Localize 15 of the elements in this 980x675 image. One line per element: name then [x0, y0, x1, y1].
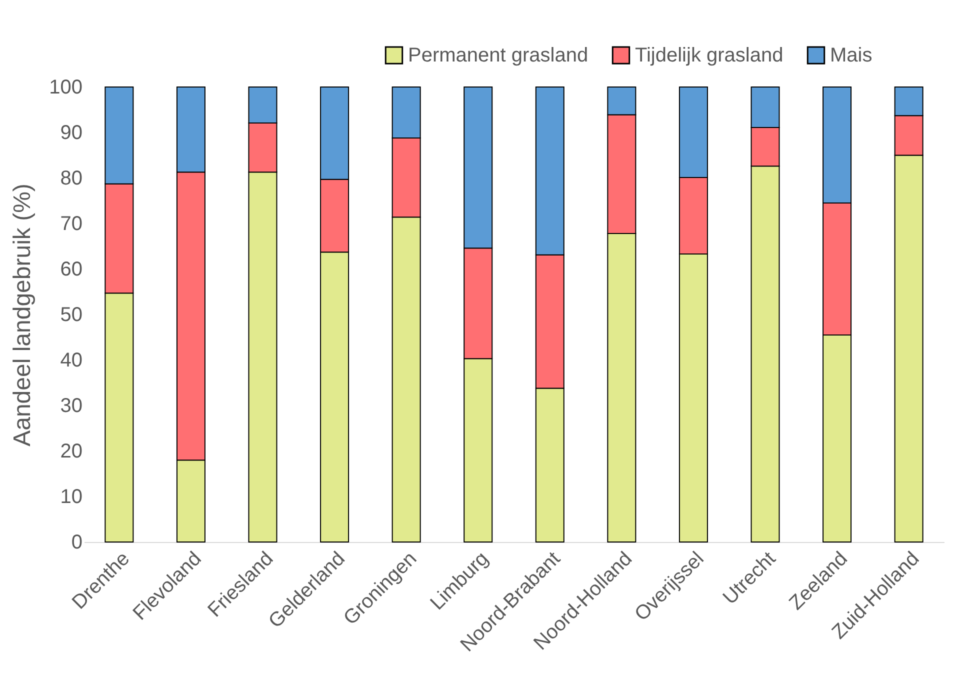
y-tick-label: 50 — [60, 304, 82, 326]
y-tick-label: 0 — [71, 532, 82, 554]
legend-label: Permanent grasland — [408, 44, 588, 66]
y-axis-title: Aandeel landgebruik (%) — [9, 184, 36, 446]
y-tick-label: 100 — [49, 76, 82, 98]
y-tick-label: 40 — [60, 350, 82, 372]
y-tick-label: 20 — [60, 440, 82, 462]
legend-label: Tijdelijk grasland — [635, 44, 784, 66]
y-tick-label: 80 — [60, 168, 82, 190]
legend-label: Mais — [830, 44, 872, 66]
y-tick-label: 60 — [60, 258, 82, 280]
y-tick-label: 30 — [60, 395, 82, 417]
y-tick-label: 10 — [60, 486, 82, 508]
y-tick-label: 70 — [60, 213, 82, 235]
y-tick-label: 90 — [60, 122, 82, 144]
